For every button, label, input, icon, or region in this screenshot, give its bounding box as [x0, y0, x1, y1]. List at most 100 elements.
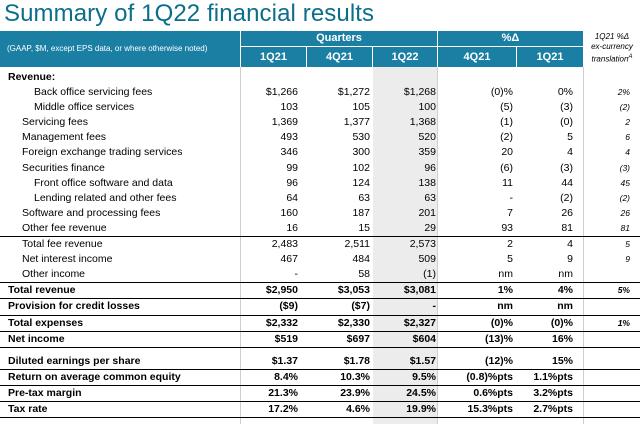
table-row: Total revenue $2,950 $3,053 $3,081 1% 4% 5% — [0, 283, 640, 300]
row-value: 160 — [280, 206, 298, 219]
row-label: Total expenses — [8, 316, 84, 329]
table-row: Lending related and other fees 64 63 63 - (2)… — [0, 191, 640, 206]
row-value: $2,332 — [265, 316, 298, 329]
row-value: (3) — [560, 101, 573, 114]
row-label: Tax rate — [8, 402, 48, 415]
row-value: - — [294, 268, 299, 281]
row-value: 45 — [620, 177, 630, 188]
row-value: 17.2% — [268, 402, 298, 415]
row-value: 19.9% — [406, 402, 436, 415]
table-row: Management fees 493 530 520 (2) 5 6 — [0, 130, 640, 145]
row-value: 8.4% — [274, 370, 298, 383]
row-value: 16% — [551, 332, 573, 345]
row-value: 5% — [617, 285, 630, 296]
row-value: 359 — [418, 146, 436, 159]
row-value: 15% — [551, 354, 573, 367]
row-label: Lending related and other fees — [34, 191, 177, 204]
row-value: 23.9% — [340, 386, 370, 399]
table-row: Diluted earnings per share $1.37 $1.78 $1.5… — [0, 354, 640, 370]
row-label: Management fees — [22, 131, 107, 144]
row-value: 6 — [625, 132, 630, 143]
row-value: nm — [497, 300, 513, 313]
row-value: 5 — [625, 239, 630, 250]
cc-line2: ex-currency — [591, 42, 633, 51]
row-label: Other income — [22, 268, 86, 281]
table-row: Servicing fees 1,369 1,377 1,368 (1) (0) 2 — [0, 115, 640, 130]
row-value: 2,483 — [271, 238, 298, 251]
row-value: 96 — [424, 161, 436, 174]
row-value: 64 — [286, 191, 298, 204]
divider — [240, 67, 241, 424]
row-value: 3.2%pts — [533, 386, 573, 399]
row-value: 63 — [424, 191, 436, 204]
row-value: 2% — [617, 87, 630, 98]
row-value: 484 — [352, 253, 370, 266]
row-value: (2) — [560, 191, 573, 204]
table-row: Front office software and data 96 124 138 11… — [0, 176, 640, 191]
table-row: Other fee revenue 16 15 29 93 81 81 — [0, 221, 640, 238]
row-value: 21.3% — [268, 386, 298, 399]
row-value: 4 — [567, 146, 573, 159]
row-value: 99 — [286, 161, 298, 174]
row-value: 63 — [358, 191, 370, 204]
row-value: 4 — [567, 238, 573, 251]
row-value: 1.1%pts — [533, 370, 573, 383]
row-value: 29 — [424, 221, 436, 234]
table-row: Provision for credit losses ($9) ($7) - nm nm — [0, 299, 640, 316]
row-value: 24.5% — [406, 386, 436, 399]
row-value: (3) — [560, 161, 573, 174]
row-value: 58 — [358, 268, 370, 281]
row-value: 1,369 — [271, 116, 298, 129]
row-value: (1) — [500, 116, 513, 129]
row-value: 2 — [507, 238, 513, 251]
row-value: 2 — [625, 117, 630, 128]
col-header-4q21: 4Q21 — [307, 47, 372, 67]
row-value: 16 — [286, 221, 298, 234]
row-value: $3,081 — [403, 284, 436, 297]
row-value: 2.7%pts — [533, 402, 573, 415]
cc-line3-wrap: translationA — [584, 52, 640, 65]
row-value: (5) — [500, 101, 513, 114]
row-value: $1.78 — [343, 354, 370, 367]
table-row: Tax rate 17.2% 4.6% 19.9% 15.3%pts 2.7%pts — [0, 402, 640, 419]
row-value: 15 — [358, 221, 370, 234]
table-row: Return on average common equity 8.4% 10.3%… — [0, 370, 640, 386]
cc-footnote-marker: A — [628, 54, 633, 60]
header-note-cell: (GAAP, $M, except EPS data, or where oth… — [0, 31, 240, 67]
table-row: Other income - 58 (1) nm nm — [0, 267, 640, 284]
table-row: Foreign exchange trading services 346 300 3… — [0, 145, 640, 160]
row-label: Total fee revenue — [22, 238, 103, 251]
table-row: Total expenses $2,332 $2,330 $2,327 (0)% (0)%… — [0, 316, 640, 332]
financial-table: Revenue: Back office servicing fees $1,266… — [0, 70, 640, 419]
row-value: 1% — [497, 284, 513, 297]
row-value: (2) — [619, 192, 630, 203]
row-value: - — [509, 191, 514, 204]
row-value: $1.57 — [409, 354, 436, 367]
row-label: Revenue: — [8, 71, 56, 83]
table-row: Net interest income 467 484 509 5 9 9 — [0, 252, 640, 267]
row-label: Securities finance — [22, 161, 105, 174]
row-value: 10.3% — [340, 370, 370, 383]
row-value: 4.6% — [346, 402, 370, 415]
row-value: $1,272 — [337, 86, 370, 99]
row-value: 467 — [280, 253, 298, 266]
col-header-1q22: 1Q22 — [373, 47, 437, 67]
row-value: ($9) — [279, 300, 298, 313]
row-label: Other fee revenue — [22, 221, 107, 234]
row-value: nm — [498, 268, 513, 281]
row-value: $604 — [412, 332, 436, 345]
row-value: 124 — [352, 176, 370, 189]
table-row: Total fee revenue 2,483 2,511 2,573 2 4 5 — [0, 237, 640, 252]
row-value: 1,377 — [343, 116, 370, 129]
row-value: 0% — [557, 86, 573, 99]
row-value: 5 — [507, 253, 513, 266]
table-row: Securities finance 99 102 96 (6) (3) (3) — [0, 161, 640, 176]
row-value: 105 — [352, 101, 370, 114]
row-value: 4 — [625, 147, 630, 158]
row-value: $1,268 — [403, 86, 436, 99]
row-value: 44 — [561, 176, 573, 189]
row-label: Provision for credit losses — [8, 300, 140, 313]
col-header-1q21: 1Q21 — [241, 47, 306, 67]
row-label: Back office servicing fees — [34, 86, 153, 99]
row-value: (1) — [423, 268, 436, 281]
